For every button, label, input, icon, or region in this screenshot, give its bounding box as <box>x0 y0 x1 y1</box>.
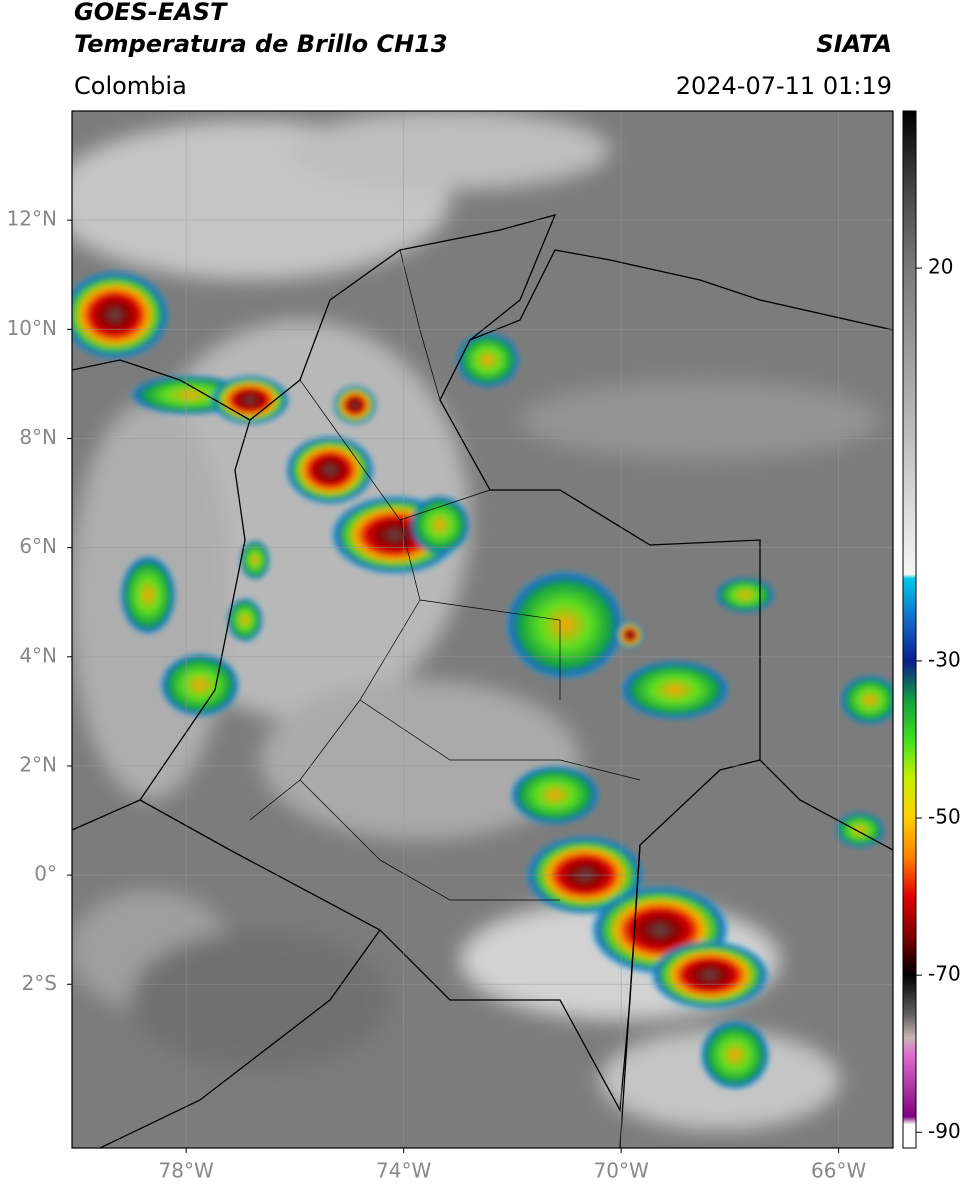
subtitle: Temperatura de Brillo CH13 <box>74 30 448 58</box>
y-tick-label: 4°N <box>19 643 57 667</box>
colorbar-tick-label: -70 <box>928 962 961 986</box>
y-tick-label: 12°N <box>7 207 57 231</box>
y-tick-label: 2°N <box>19 752 57 776</box>
x-tick-label: 70°W <box>594 1159 649 1183</box>
colorbar-tick-label: -30 <box>928 647 961 671</box>
colorbar <box>902 110 917 1149</box>
satellite-image <box>72 111 893 1148</box>
source: SIATA <box>816 30 892 58</box>
title: GOES-EAST <box>74 0 228 26</box>
colorbar-tick-label: -90 <box>928 1119 961 1143</box>
x-tick-label: 78°W <box>159 1159 214 1183</box>
region: Colombia <box>74 72 187 100</box>
colorbar-tick-label: -50 <box>928 805 961 829</box>
y-tick-label: 8°N <box>19 425 57 449</box>
grid <box>72 111 893 1148</box>
x-tick-label: 74°W <box>376 1159 431 1183</box>
colorbar-tick-label: 20 <box>928 255 953 279</box>
map-frame <box>71 110 894 1149</box>
y-tick-label: 2°S <box>22 971 57 995</box>
y-tick-label: 0° <box>34 862 57 886</box>
datetime: 2024-07-11 01:19 <box>676 72 892 100</box>
y-tick-label: 10°N <box>7 316 57 340</box>
x-tick-label: 66°W <box>811 1159 866 1183</box>
y-tick-label: 6°N <box>19 534 57 558</box>
